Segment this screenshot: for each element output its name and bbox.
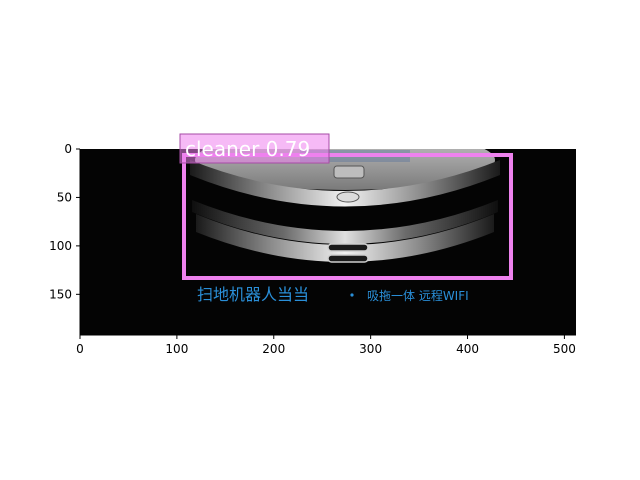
x-tick-label: 0 — [76, 342, 84, 356]
image-caption-sub: 吸拖一体 远程WIFI — [367, 288, 469, 303]
y-tick-label: 50 — [57, 190, 72, 204]
x-axis-ticks: 0 100 200 300 400 500 — [76, 335, 576, 356]
detection-label: cleaner 0.79 — [185, 137, 310, 161]
y-axis-ticks: 0 50 100 150 — [49, 142, 80, 301]
y-tick-label: 150 — [49, 287, 72, 301]
y-tick-label: 100 — [49, 239, 72, 253]
x-tick-label: 500 — [553, 342, 576, 356]
detection-label-background — [179, 133, 330, 164]
robot-vacuum-photo — [190, 149, 500, 263]
caption-dot — [350, 293, 354, 297]
x-tick-label: 300 — [359, 342, 382, 356]
x-tick-label: 100 — [165, 342, 188, 356]
y-tick-label: 0 — [64, 142, 72, 156]
image-caption-main: 扫地机器人当当 — [197, 285, 309, 304]
x-tick-label: 400 — [456, 342, 479, 356]
detection-box — [182, 153, 513, 280]
x-tick-label: 200 — [262, 342, 285, 356]
